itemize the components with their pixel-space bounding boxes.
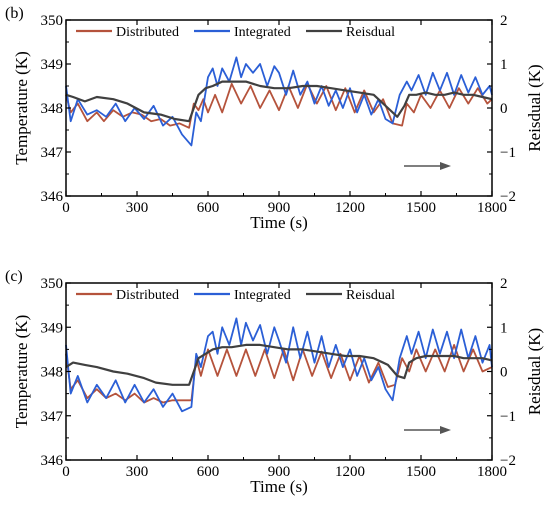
y-tick-label: 350 — [41, 276, 64, 292]
x-axis-title: Time (s) — [250, 477, 307, 496]
y2-tick-label: −2 — [500, 189, 516, 205]
y2-tick-label: 2 — [500, 13, 508, 29]
y2-tick-label: −1 — [500, 409, 516, 425]
y-tick-label: 347 — [41, 145, 64, 161]
y-tick-label: 346 — [41, 189, 64, 205]
y2-tick-label: 2 — [500, 276, 508, 292]
series-line-residual — [65, 343, 493, 386]
right-axis-arrow-icon — [404, 162, 451, 170]
y-axis-title: Temperature (K) — [12, 315, 31, 429]
x-tick-label: 0 — [62, 464, 70, 480]
x-tick-label: 0 — [62, 200, 70, 216]
plot-frame — [65, 282, 493, 461]
series-line-integrated — [65, 317, 493, 413]
y-tick-label: 348 — [41, 101, 64, 117]
x-tick-label: 900 — [268, 464, 291, 480]
panel-label: (c) — [5, 268, 23, 285]
y-tick-label: 350 — [41, 13, 64, 29]
y-tick-label: 348 — [41, 365, 64, 381]
legend-label-distributed: Distributed — [116, 288, 179, 303]
series-line-residual — [65, 80, 493, 123]
x-tick-label: 900 — [268, 200, 291, 216]
legend: Distributed Integrated Reisdual — [76, 288, 395, 303]
y-tick-label: 349 — [41, 57, 64, 73]
y2-tick-label: 0 — [500, 101, 508, 117]
y2-tick-label: 1 — [500, 320, 508, 336]
legend-label-integrated: Integrated — [234, 25, 291, 40]
y-tick-label: 347 — [41, 409, 64, 425]
legend: Distributed Integrated Reisdual — [76, 25, 395, 40]
chart-panel-c: 0 300 600 900 1200 1500 1800 346 347 348 349 350 −2 −… — [5, 268, 544, 496]
x-tick-label: 600 — [197, 464, 220, 480]
y2-tick-label: −1 — [500, 145, 516, 161]
right-axis-arrow-icon — [404, 426, 451, 434]
y2-axis-title: Reisdual (K) — [525, 328, 544, 415]
series-line-distributed — [65, 82, 493, 129]
series-line-distributed — [65, 343, 493, 404]
legend-label-distributed: Distributed — [116, 25, 179, 40]
y2-tick-label: 0 — [500, 365, 508, 381]
legend-label-integrated: Integrated — [234, 288, 291, 303]
x-tick-label: 1800 — [477, 464, 507, 480]
y2-axis-title: Reisdual (K) — [525, 64, 544, 151]
y-tick-label: 346 — [41, 453, 64, 469]
panel-label: (b) — [5, 5, 24, 22]
x-tick-label: 300 — [126, 200, 149, 216]
y-tick-label: 349 — [41, 320, 64, 336]
y2-tick-label: 1 — [500, 57, 508, 73]
y2-tick-label: −2 — [500, 453, 516, 469]
legend-label-residual: Reisdual — [346, 25, 395, 40]
x-tick-label: 1500 — [406, 464, 436, 480]
x-axis-title: Time (s) — [250, 213, 307, 232]
x-tick-label: 300 — [126, 464, 149, 480]
y-axis-title: Temperature (K) — [12, 51, 31, 165]
x-tick-label: 600 — [197, 200, 220, 216]
x-tick-label: 1500 — [406, 200, 436, 216]
legend-label-residual: Reisdual — [346, 288, 395, 303]
x-tick-label: 1800 — [477, 200, 507, 216]
chart-panel-b: 0 300 600 900 1200 1500 1800 346 347 348 349 350 −2 −… — [5, 5, 544, 232]
series-line-integrated — [65, 56, 493, 147]
x-tick-label: 1200 — [335, 200, 365, 216]
x-tick-label: 1200 — [335, 464, 365, 480]
